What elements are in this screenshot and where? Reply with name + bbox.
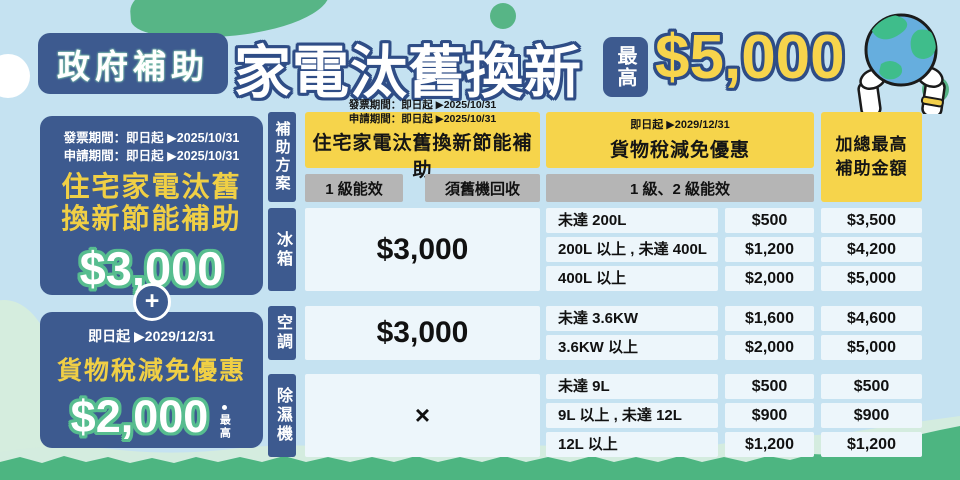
tier-tax-amount: $2,000 bbox=[725, 335, 814, 360]
card-title: 貨物稅減免優惠 bbox=[56, 357, 246, 386]
tier-condition: 未達 3.6KW bbox=[546, 306, 718, 331]
tier-total-amount: $5,000 bbox=[821, 266, 922, 291]
subsidy-apply-period: 申請期間：即日起 ▶2025/10/31 bbox=[348, 113, 497, 125]
category-label: 空調 bbox=[268, 306, 296, 360]
tier-total-amount: $5,000 bbox=[821, 335, 922, 360]
subheader-energy-grade1: 1 級能效 bbox=[305, 174, 403, 202]
tier-tax-amount: $900 bbox=[725, 403, 814, 428]
subsidy-column-title: 住宅家電汰舊換新節能補助 bbox=[312, 133, 533, 182]
tax-discount-card: 即日起 ▶2029/12/31 貨物稅減免優惠 $2,000 最高 bbox=[40, 312, 263, 448]
category-label: 冰箱 bbox=[268, 208, 296, 291]
subsidy-summary-card: 發票期間：即日起 ▶2025/10/31 申請期間：即日起 ▶2025/10/3… bbox=[40, 116, 263, 295]
tier-condition: 200L 以上 , 未達 400L bbox=[546, 237, 718, 262]
tier-total-amount: $4,600 bbox=[821, 306, 922, 331]
subheader-energy-grade1-2: 1 級、2 級能效 bbox=[546, 174, 814, 202]
tier-total-amount: $4,200 bbox=[821, 237, 922, 262]
green-dot-decoration bbox=[490, 3, 516, 29]
tier-tax-amount: $1,200 bbox=[725, 432, 814, 457]
total-column-header: 加總最高 補助金額 bbox=[821, 112, 922, 202]
card-title-line2: 換新節能補助 bbox=[61, 202, 242, 234]
max-note: 最高 bbox=[216, 404, 232, 440]
tier-tax-amount: $500 bbox=[725, 208, 814, 233]
tier-condition: 400L 以上 bbox=[546, 266, 718, 291]
tier-total-amount: $900 bbox=[821, 403, 922, 428]
table-row-refrigerator: 冰箱 $3,000 未達 200L $500 $3,500 200L 以上 , … bbox=[268, 208, 922, 291]
tier-condition: 9L 以上 , 未達 12L bbox=[546, 403, 718, 428]
plus-icon: + bbox=[133, 283, 171, 321]
tier-tax-amount: $500 bbox=[725, 374, 814, 399]
tax-column-period: 即日起 ▶2029/12/31 bbox=[630, 119, 730, 132]
tier-condition: 3.6KW 以上 bbox=[546, 335, 718, 360]
table-corner-label: 補助方案 bbox=[268, 112, 296, 202]
tier-list: 未達 200L $500 $3,500 200L 以上 , 未達 400L $1… bbox=[546, 208, 922, 291]
max-note-label: 最高 bbox=[218, 413, 231, 440]
page-title: 家電汰舊換新 bbox=[234, 41, 582, 105]
tier-tax-amount: $2,000 bbox=[725, 266, 814, 291]
tax-column-title: 貨物稅減免優惠 bbox=[609, 139, 750, 161]
card-amount: $2,000 bbox=[70, 391, 209, 443]
subsidy-amount-cell: $3,000 bbox=[305, 208, 540, 291]
government-subsidy-badge: 政府補助 bbox=[38, 33, 228, 94]
tax-period: 即日起 ▶2029/12/31 bbox=[88, 328, 215, 344]
tier-total-amount: $1,200 bbox=[821, 432, 922, 457]
tier-list: 未達 9L $500 $500 9L 以上 , 未達 12L $900 $900… bbox=[546, 374, 922, 457]
subsidy-column-header: 發票期間：即日起 ▶2025/10/31 申請期間：即日起 ▶2025/10/3… bbox=[305, 99, 540, 181]
tier-row: 200L 以上 , 未達 400L $1,200 $4,200 bbox=[546, 237, 922, 262]
tier-total-amount: $3,500 bbox=[821, 208, 922, 233]
asterisk-dot-icon bbox=[221, 404, 227, 410]
apply-period: 申請期間：即日起 ▶2025/10/31 bbox=[63, 149, 240, 164]
tier-tax-amount: $1,600 bbox=[725, 306, 814, 331]
invoice-period: 發票期間：即日起 ▶2025/10/31 bbox=[63, 131, 240, 145]
table-row-air-conditioner: 空調 $3,000 未達 3.6KW $1,600 $4,600 3.6KW 以… bbox=[268, 306, 922, 360]
tier-row: 未達 3.6KW $1,600 $4,600 bbox=[546, 306, 922, 331]
total-title-line1: 加總最高 bbox=[835, 135, 908, 155]
card-title-line1: 住宅家電汰舊 bbox=[61, 171, 242, 203]
tier-row: 未達 9L $500 $500 bbox=[546, 374, 922, 399]
category-label: 除濕機 bbox=[268, 374, 296, 457]
tier-total-amount: $500 bbox=[821, 374, 922, 399]
tier-list: 未達 3.6KW $1,600 $4,600 3.6KW 以上 $2,000 $… bbox=[546, 306, 922, 360]
tier-row: 400L 以上 $2,000 $5,000 bbox=[546, 266, 922, 291]
subsidy-invoice-period: 發票期間：即日起 ▶2025/10/31 bbox=[348, 98, 497, 111]
subheader-old-unit-recycle: 須舊機回收 bbox=[425, 174, 540, 202]
tier-tax-amount: $1,200 bbox=[725, 237, 814, 262]
white-circle-decoration bbox=[0, 54, 30, 98]
subsidy-amount-cell: $3,000 bbox=[305, 306, 540, 360]
subsidy-not-applicable-cell: × bbox=[305, 374, 540, 457]
tier-row: 未達 200L $500 $3,500 bbox=[546, 208, 922, 233]
tier-condition: 未達 9L bbox=[546, 374, 718, 399]
max-label-badge: 最高 bbox=[603, 37, 648, 97]
tier-condition: 未達 200L bbox=[546, 208, 718, 233]
table-row-dehumidifier: 除濕機 × 未達 9L $500 $500 9L 以上 , 未達 12L $90… bbox=[268, 374, 922, 457]
total-title-line2: 補助金額 bbox=[835, 159, 908, 178]
tax-column-header: 即日起 ▶2029/12/31 貨物稅減免優惠 bbox=[546, 112, 814, 168]
tier-row: 12L 以上 $1,200 $1,200 bbox=[546, 432, 922, 457]
tier-row: 3.6KW 以上 $2,000 $5,000 bbox=[546, 335, 922, 360]
earth-in-hands-icon bbox=[857, 13, 946, 114]
max-amount: $5,000 bbox=[655, 23, 845, 92]
tier-row: 9L 以上 , 未達 12L $900 $900 bbox=[546, 403, 922, 428]
card-amount-row: $2,000 最高 bbox=[40, 391, 263, 443]
tier-condition: 12L 以上 bbox=[546, 432, 718, 457]
